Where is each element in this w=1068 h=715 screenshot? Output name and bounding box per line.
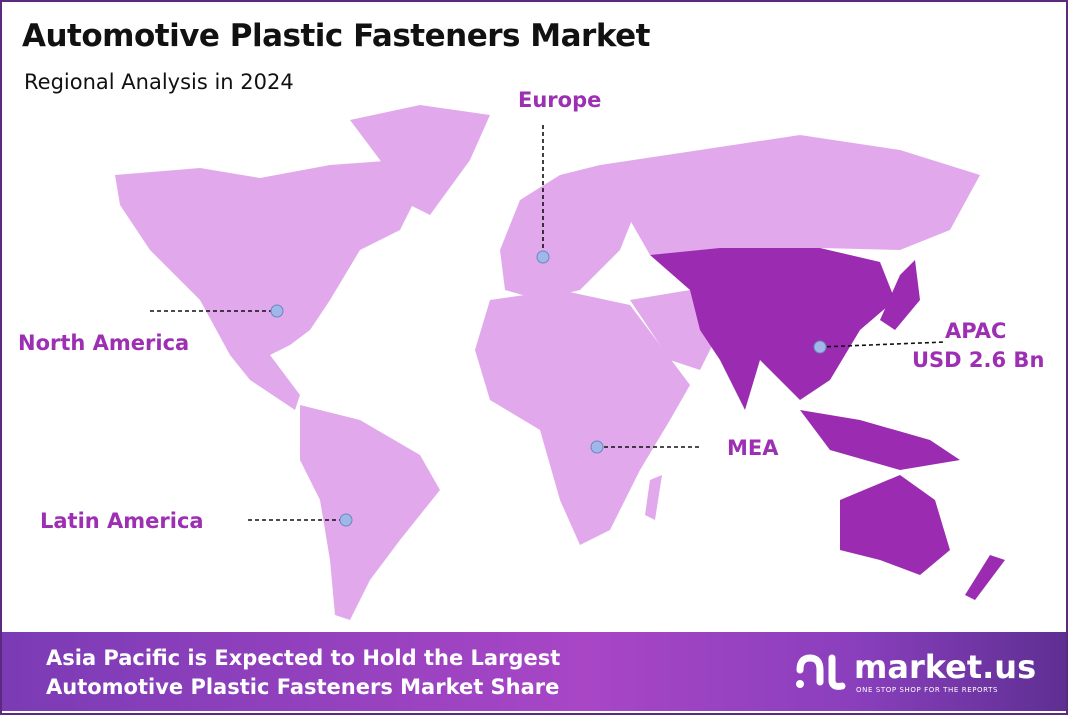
footer-banner: Asia Pacific is Expected to Hold the Lar… [2, 632, 1066, 711]
europe-land [500, 165, 640, 300]
logo-name: market.us [854, 648, 1037, 686]
page-title: Automotive Plastic Fasteners Market [22, 18, 650, 54]
africa-land [475, 290, 690, 545]
greenland-land [350, 105, 490, 215]
australia-land [840, 475, 950, 575]
europe-label: Europe [518, 88, 602, 112]
russia-land [600, 135, 980, 255]
page-subtitle: Regional Analysis in 2024 [24, 70, 294, 94]
europe-marker [536, 250, 550, 264]
north-america-marker [270, 304, 284, 318]
apac-label: APAC [945, 319, 1007, 343]
japan-land [880, 260, 920, 330]
asia-pacific-land [650, 248, 895, 410]
indonesia-land [800, 410, 960, 470]
madagascar-land [645, 475, 662, 520]
north-america-label: North America [18, 331, 190, 355]
footer-line-2: Automotive Plastic Fasteners Market Shar… [46, 675, 560, 699]
market-us-logo: market.us ONE STOP SHOP FOR THE REPORTS [792, 648, 1036, 696]
logo-tagline: ONE STOP SHOP FOR THE REPORTS [856, 686, 999, 694]
latin-america-marker [339, 513, 353, 527]
south-america-land [300, 405, 440, 620]
new-zealand-land [965, 555, 1005, 600]
mea-label: MEA [727, 436, 779, 460]
apac-value: USD 2.6 Bn [912, 348, 1045, 372]
footer-text: Asia Pacific is Expected to Hold the Lar… [46, 644, 560, 702]
footer-line-1: Asia Pacific is Expected to Hold the Lar… [46, 646, 561, 670]
mea-marker [590, 440, 604, 454]
latin-america-label: Latin America [40, 509, 204, 533]
logo-icon [796, 654, 846, 690]
apac-marker [813, 340, 827, 354]
north-america-land [115, 160, 420, 410]
